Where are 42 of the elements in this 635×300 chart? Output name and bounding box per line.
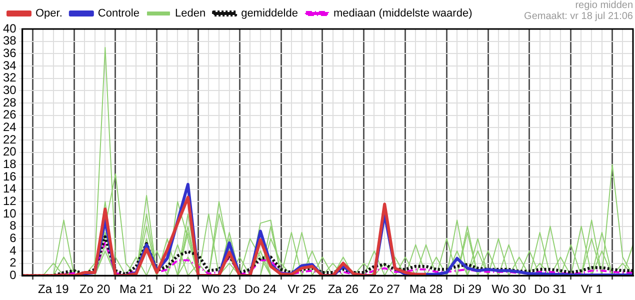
y-tick-label: 36 [2, 46, 17, 60]
x-tick-label: Vr 1 [580, 282, 603, 296]
x-tick-label: Do 24 [244, 282, 277, 296]
y-tick-label: 20 [2, 144, 17, 159]
y-tick-label: 16 [2, 169, 17, 184]
y-tick-label: 28 [2, 95, 17, 110]
x-tick-label: Di 29 [453, 282, 482, 296]
x-tick-label: Ma 28 [409, 282, 443, 296]
legend-label: gemiddelde [241, 8, 298, 20]
y-tick-label: 26 [2, 108, 17, 122]
legend-label: mediaan (middelste waarde) [333, 8, 472, 20]
y-tick-label: 22 [2, 132, 17, 146]
text: Gemaakt: vr 18 jul 21:06 [524, 11, 633, 22]
y-tick-label: 8 [10, 218, 17, 233]
y-tick-label: 14 [2, 182, 17, 196]
x-tick-label: Zo 20 [79, 282, 110, 296]
x-tick-label: Za 19 [38, 282, 70, 296]
y-tick-label: 40 [2, 21, 17, 36]
y-tick-label: 4 [10, 243, 17, 258]
x-tick-label: Do 31 [534, 282, 567, 296]
x-tick-label: Di 22 [164, 282, 192, 296]
y-tick-label: 0 [10, 268, 17, 282]
legend-label: Leden [174, 8, 206, 20]
legend-label: Controle [98, 8, 140, 20]
y-tick-label: 34 [2, 58, 17, 72]
x-tick-label: Vr 25 [288, 282, 316, 296]
y-tick-label: 32 [2, 70, 17, 85]
y-tick-label: 18 [2, 156, 17, 171]
legend-label: Oper. [36, 8, 62, 20]
x-tick-label: Zo 27 [369, 282, 400, 296]
y-tick-label: 6 [10, 230, 17, 245]
y-tick-label: 38 [2, 34, 17, 48]
x-tick-label: Za 26 [328, 282, 359, 296]
text: regio midden [574, 0, 633, 11]
y-tick-label: 12 [2, 194, 17, 208]
y-tick-label: 30 [2, 82, 17, 97]
x-tick-label: Wo 23 [202, 282, 237, 296]
y-tick-label: 2 [10, 256, 17, 270]
x-tick-label: Wo 30 [492, 282, 526, 296]
y-tick-label: 24 [2, 120, 17, 134]
y-tick-label: 10 [2, 206, 17, 220]
x-tick-label: Ma 21 [120, 282, 154, 296]
